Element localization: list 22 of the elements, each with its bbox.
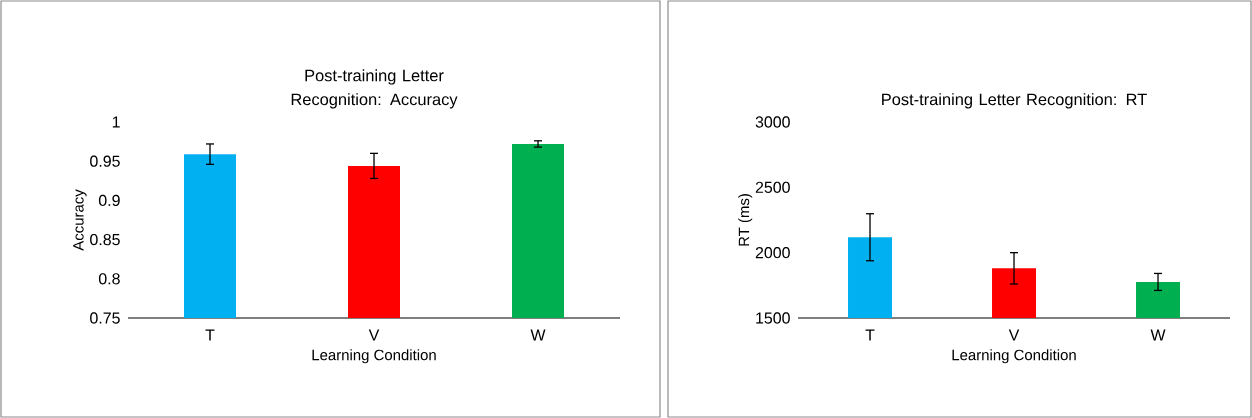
y-tick-label: 0.9 [98,194,120,207]
x-tick-label: T [205,329,215,341]
x-tick-label: V [368,329,380,341]
y-tick-label: 2000 [755,247,790,259]
y-tick-label: 3000 [755,116,790,128]
chart-title: Post-training Letter Recognition: RT [882,93,1147,109]
y-tick-label: 0.8 [98,273,120,285]
x-tick-label: T [865,329,875,341]
x-axis-title: Learning Condition [952,349,1076,364]
y-tick-label: 1 [112,116,120,128]
x-axis-title: Learning Condition [312,349,436,364]
y-tick-label: 1500 [756,312,790,324]
x-tick-label: V [1008,329,1020,341]
x-tick-label: W [1150,329,1166,341]
y-tick-label: 2500 [755,181,790,193]
y-tick-label: 0.85 [90,233,120,246]
x-tick-label: W [530,329,546,341]
y-axis-title: RT (ms) [738,194,753,246]
y-tick-label: 0.95 [90,155,120,167]
chart-title: Post-training Letter Recognition: Accuracy [291,69,458,109]
y-tick-label: 0.75 [90,312,120,324]
y-axis-title: Accuracy [73,189,87,251]
